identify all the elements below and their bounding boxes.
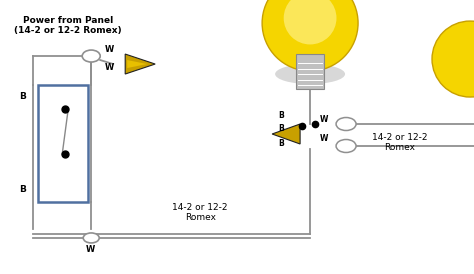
Text: B: B: [19, 92, 26, 101]
Polygon shape: [127, 60, 147, 68]
Circle shape: [432, 21, 474, 97]
Text: W: W: [105, 63, 114, 72]
Ellipse shape: [82, 50, 100, 62]
Ellipse shape: [336, 139, 356, 153]
Circle shape: [262, 0, 358, 71]
Ellipse shape: [336, 118, 356, 130]
Text: Power from Panel
(14-2 or 12-2 Romex): Power from Panel (14-2 or 12-2 Romex): [14, 16, 122, 35]
Polygon shape: [125, 54, 155, 74]
Text: 14-2 or 12-2
Romex: 14-2 or 12-2 Romex: [372, 133, 428, 152]
Text: 14-2 or 12-2
Romex: 14-2 or 12-2 Romex: [173, 202, 228, 222]
Text: B: B: [278, 124, 284, 133]
Text: W: W: [320, 115, 328, 124]
Ellipse shape: [83, 233, 99, 243]
FancyBboxPatch shape: [38, 85, 88, 202]
Polygon shape: [272, 124, 300, 144]
Text: W: W: [86, 245, 95, 254]
FancyBboxPatch shape: [296, 54, 324, 89]
Text: B: B: [278, 139, 284, 148]
Text: B: B: [278, 111, 284, 120]
Text: B: B: [19, 185, 26, 194]
Ellipse shape: [275, 64, 345, 84]
Text: W: W: [320, 134, 328, 143]
Text: W: W: [105, 45, 114, 54]
Circle shape: [284, 0, 337, 44]
